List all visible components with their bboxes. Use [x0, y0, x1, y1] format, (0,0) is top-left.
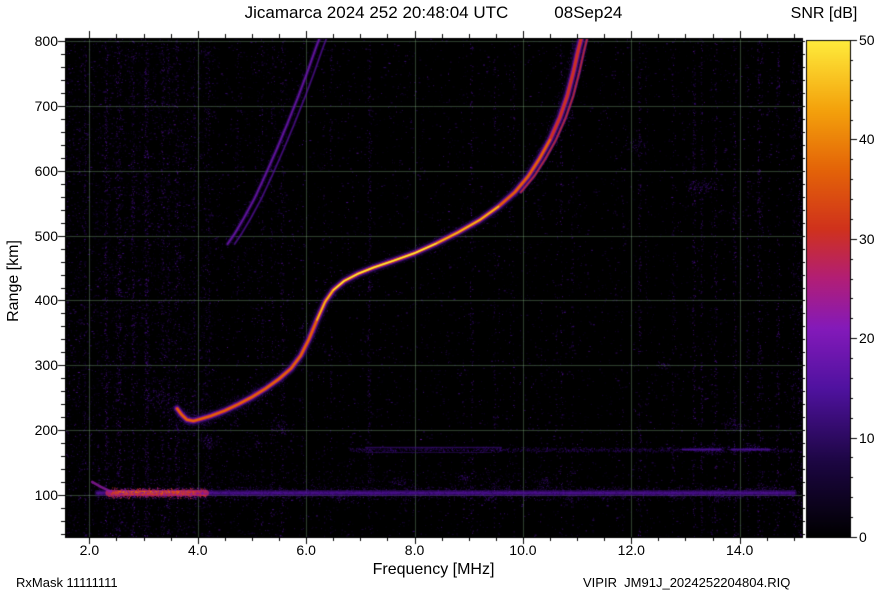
x-tick-label: 8.0 [404, 542, 425, 558]
colorbar-tick-label: 30 [859, 230, 874, 247]
colorbar-tick-label: 50 [859, 32, 874, 48]
title-date: 08Sep24 [554, 3, 623, 22]
x-tick-label: 12.0 [617, 542, 645, 558]
y-tick-label: 800 [34, 33, 58, 50]
colorbar-tick-label: 0 [859, 529, 867, 545]
y-tick-label: 600 [34, 162, 58, 179]
colorbar-tick-label: 10 [859, 429, 874, 446]
y-tick-label: 200 [34, 422, 58, 439]
x-tick-label: 10.0 [509, 542, 537, 558]
y-tick-label: 400 [34, 292, 58, 309]
colorbar-tick-label: 20 [859, 330, 874, 347]
rxmask-text: RxMask 11111111 [16, 575, 118, 590]
x-tick-label: 4.0 [188, 542, 208, 558]
x-tick-label: 6.0 [296, 542, 316, 558]
plot-title: Jicamarca 2024 252 20:48:04 UTC 08Sep24 [65, 3, 802, 23]
y-tick-label: 500 [34, 227, 58, 244]
filename-text: VIPIR JM91J_2024252204804.RIQ [583, 575, 791, 590]
colorbar-tick-label: 40 [859, 131, 874, 148]
x-tick-label: 2.0 [79, 542, 100, 558]
colorbar-label: SNR [dB] [790, 5, 858, 22]
x-tick-label: 14.0 [726, 542, 754, 558]
x-axis-label: Frequency [MHz] [372, 561, 495, 578]
title-text: Jicamarca 2024 252 20:48:04 UTC [244, 3, 509, 22]
y-tick-label: 100 [34, 486, 58, 503]
y-tick-label: 300 [34, 357, 58, 374]
y-tick-label: 700 [34, 98, 58, 115]
